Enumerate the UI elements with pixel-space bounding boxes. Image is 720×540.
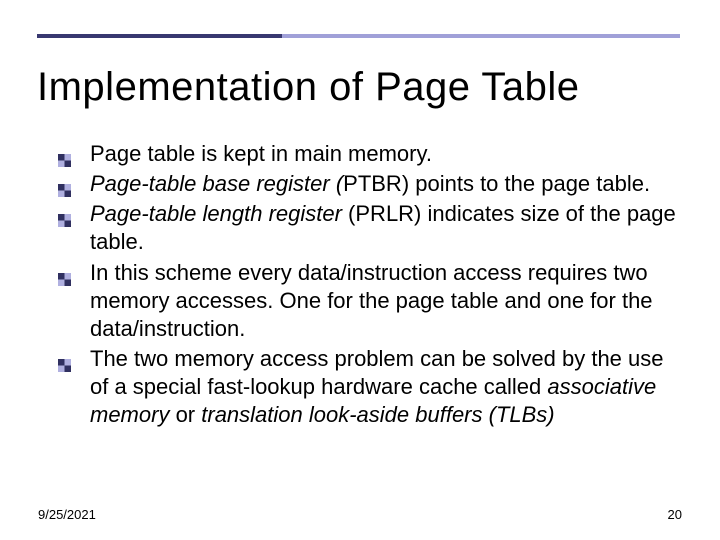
decorative-bar-left: [37, 34, 282, 38]
slide-title: Implementation of Page Table: [37, 65, 580, 110]
bullet-item: Page table is kept in main memory.: [90, 140, 680, 168]
slide: Implementation of Page Table Page table …: [0, 0, 720, 540]
bullet-list: Page table is kept in main memory. Page-…: [90, 140, 680, 432]
bullet-item: The two memory access problem can be sol…: [90, 345, 680, 429]
bullet-item: In this scheme every data/instruction ac…: [90, 259, 680, 343]
diamond-bullet-icon: [58, 206, 71, 219]
footer-date: 9/25/2021: [38, 507, 96, 522]
bullet-item: Page-table base register (PTBR) points t…: [90, 170, 680, 198]
diamond-bullet-icon: [58, 351, 71, 364]
bullet-text: In this scheme every data/instruction ac…: [90, 259, 680, 343]
bullet-item: Page-table length register (PRLR) indica…: [90, 200, 680, 256]
decorative-bar-right: [282, 34, 680, 38]
bullet-text: The two memory access problem can be sol…: [90, 345, 680, 429]
diamond-bullet-icon: [58, 265, 71, 278]
diamond-bullet-icon: [58, 146, 71, 159]
footer-page-number: 20: [668, 507, 682, 522]
bullet-text: Page-table base register (PTBR) points t…: [90, 170, 680, 198]
bullet-text: Page-table length register (PRLR) indica…: [90, 200, 680, 256]
diamond-bullet-icon: [58, 176, 71, 189]
bullet-text: Page table is kept in main memory.: [90, 140, 680, 168]
